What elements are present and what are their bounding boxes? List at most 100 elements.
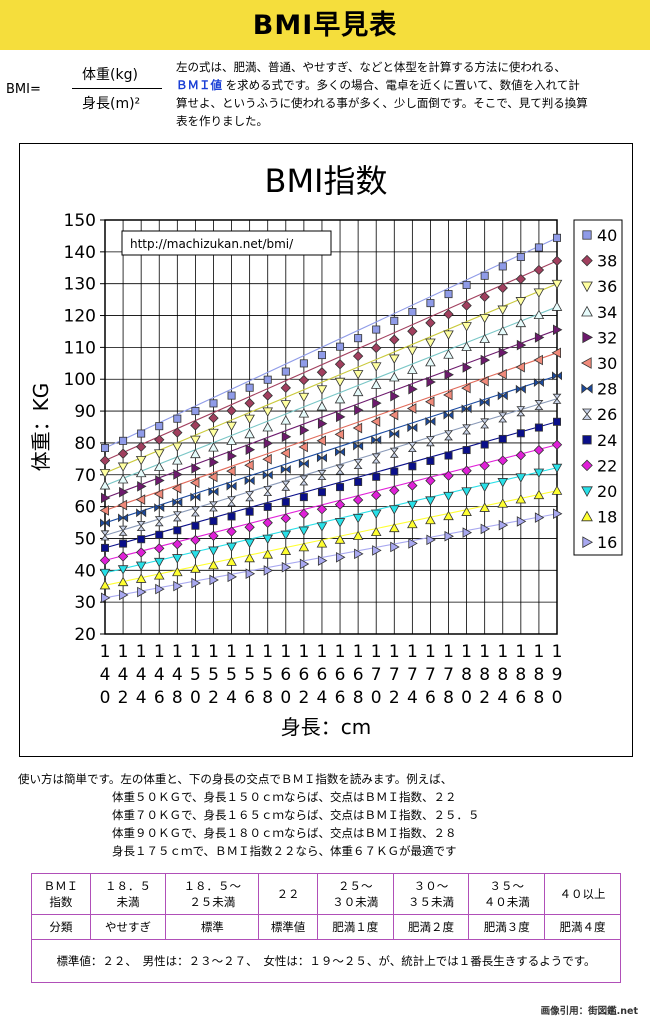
formula-denominator: 身長(m)² bbox=[82, 96, 141, 112]
legend-marker-24 bbox=[582, 435, 592, 445]
data-point-bmi-26 bbox=[245, 491, 255, 502]
data-point-bmi-26 bbox=[552, 393, 562, 404]
legend-label: 28 bbox=[597, 380, 617, 399]
data-point-bmi-24 bbox=[263, 502, 272, 511]
data-point-bmi-26 bbox=[371, 453, 381, 464]
x-tick-label: 4 bbox=[136, 688, 147, 708]
data-point-bmi-26 bbox=[426, 436, 435, 447]
x-tick-label: 1 bbox=[425, 642, 436, 662]
x-tick-label: 5 bbox=[190, 665, 201, 685]
data-point-bmi-30 bbox=[189, 477, 200, 489]
x-tick-label: 4 bbox=[407, 688, 418, 708]
x-tick-label: 5 bbox=[226, 665, 237, 685]
data-point-bmi-20 bbox=[370, 509, 382, 520]
data-point-bmi-30 bbox=[226, 465, 236, 477]
description-line-3: 算せよ、というふうに使われる事が多く、少し面倒です。そこで、見て判る換算 bbox=[176, 96, 588, 110]
series-trendline-38 bbox=[104, 260, 558, 462]
bmi-classification-table: ＢＭＩ 指数 １８．５ 未満 １８．５～ ２５未満 ２２ ２５～ ３０未満 ３０～ ３５未… bbox=[31, 873, 621, 983]
cell-range-2: １８．５～ ２５未満 bbox=[165, 873, 260, 915]
data-point-bmi-20 bbox=[407, 500, 418, 511]
data-point-bmi-34 bbox=[388, 371, 400, 382]
data-point-bmi-22 bbox=[533, 444, 545, 456]
x-tick-label: 7 bbox=[443, 665, 454, 685]
data-point-bmi-34 bbox=[244, 428, 255, 439]
legend-marker-22 bbox=[581, 459, 593, 472]
data-point-bmi-40 bbox=[426, 299, 435, 308]
data-point-bmi-16 bbox=[173, 580, 183, 592]
x-tick-label: 1 bbox=[497, 642, 508, 662]
x-tick-label: 7 bbox=[371, 665, 382, 685]
x-tick-label: 7 bbox=[389, 665, 400, 685]
data-point-bmi-38 bbox=[190, 420, 201, 431]
data-point-bmi-38 bbox=[497, 282, 508, 294]
data-point-bmi-40 bbox=[119, 436, 128, 445]
data-point-bmi-28 bbox=[316, 453, 327, 463]
data-point-bmi-22 bbox=[443, 470, 454, 481]
series-trendline-18 bbox=[104, 490, 558, 586]
data-point-bmi-40 bbox=[534, 243, 543, 252]
data-point-bmi-20 bbox=[117, 565, 129, 575]
y-tick-label: 40 bbox=[74, 561, 96, 581]
data-point-bmi-24 bbox=[408, 462, 417, 471]
data-point-bmi-16 bbox=[263, 565, 274, 576]
data-point-bmi-38 bbox=[425, 317, 436, 329]
data-point-bmi-30 bbox=[99, 505, 109, 516]
data-point-bmi-38 bbox=[99, 455, 111, 466]
data-point-bmi-30 bbox=[461, 382, 471, 394]
legend-label: 20 bbox=[597, 482, 617, 501]
data-point-bmi-32 bbox=[444, 369, 454, 381]
data-point-bmi-30 bbox=[443, 389, 453, 401]
data-point-bmi-36 bbox=[298, 392, 310, 403]
data-point-bmi-38 bbox=[334, 359, 346, 370]
data-point-bmi-36 bbox=[425, 338, 436, 348]
x-tick-label: 1 bbox=[172, 642, 183, 662]
data-point-bmi-20 bbox=[262, 534, 274, 545]
data-point-bmi-18 bbox=[153, 570, 165, 580]
data-point-bmi-16 bbox=[498, 519, 509, 531]
data-point-bmi-20 bbox=[334, 518, 346, 528]
data-point-bmi-36 bbox=[190, 435, 201, 446]
data-point-bmi-22 bbox=[316, 504, 328, 515]
data-point-bmi-32 bbox=[263, 438, 274, 449]
data-point-bmi-28 bbox=[244, 476, 255, 486]
data-point-bmi-22 bbox=[352, 494, 364, 506]
description-line-2-rest: を求める式です。多くの場合、電卓を近くに置いて、数値を入れて計 bbox=[225, 78, 580, 92]
data-point-bmi-32 bbox=[245, 444, 256, 455]
description-line-1: 左の式は、肥満、普通、やせすぎ、などと体型を計算する方法に使われる、 bbox=[176, 60, 566, 74]
data-point-bmi-16 bbox=[372, 545, 382, 556]
data-point-bmi-24 bbox=[444, 451, 453, 460]
data-point-bmi-28 bbox=[389, 429, 400, 439]
cell-class-4: 肥満１度 bbox=[316, 914, 394, 940]
data-point-bmi-38 bbox=[515, 273, 527, 285]
y-tick-label: 80 bbox=[74, 434, 96, 454]
data-point-bmi-36 bbox=[244, 414, 255, 425]
page-title-banner: BMI早見表 bbox=[0, 0, 650, 50]
data-point-bmi-40 bbox=[209, 399, 218, 408]
usage-text: 使い方は簡単です。左の体重と、下の身長の交点でＢＭＩ指数を読みます。例えば、 体… bbox=[18, 770, 480, 860]
data-point-bmi-24 bbox=[480, 440, 489, 449]
data-point-bmi-20 bbox=[497, 478, 509, 488]
x-tick-label: 6 bbox=[515, 688, 526, 708]
data-point-bmi-20 bbox=[99, 568, 111, 579]
data-point-bmi-26 bbox=[281, 480, 291, 491]
description-line-4: 表を作りました。 bbox=[176, 114, 268, 128]
data-point-bmi-40 bbox=[299, 359, 308, 368]
x-tick-label: 1 bbox=[226, 642, 237, 662]
data-point-bmi-32 bbox=[354, 404, 364, 416]
data-point-bmi-20 bbox=[479, 482, 490, 493]
x-tick-label: 8 bbox=[353, 688, 364, 708]
data-point-bmi-26 bbox=[498, 412, 508, 423]
data-point-bmi-36 bbox=[153, 449, 165, 459]
data-point-bmi-34 bbox=[117, 473, 129, 484]
data-point-bmi-36 bbox=[352, 370, 364, 380]
y-tick-label: 50 bbox=[74, 529, 96, 549]
y-tick-label: 130 bbox=[64, 275, 96, 295]
cell-range-6: ３５～ ４０未満 bbox=[468, 873, 546, 915]
data-point-bmi-26 bbox=[516, 406, 526, 417]
data-point-bmi-22 bbox=[334, 499, 346, 510]
data-point-bmi-26 bbox=[462, 424, 472, 435]
data-point-bmi-38 bbox=[316, 367, 328, 378]
x-tick-label: 8 bbox=[443, 688, 454, 708]
data-point-bmi-28 bbox=[461, 404, 472, 414]
data-point-bmi-22 bbox=[190, 534, 201, 546]
